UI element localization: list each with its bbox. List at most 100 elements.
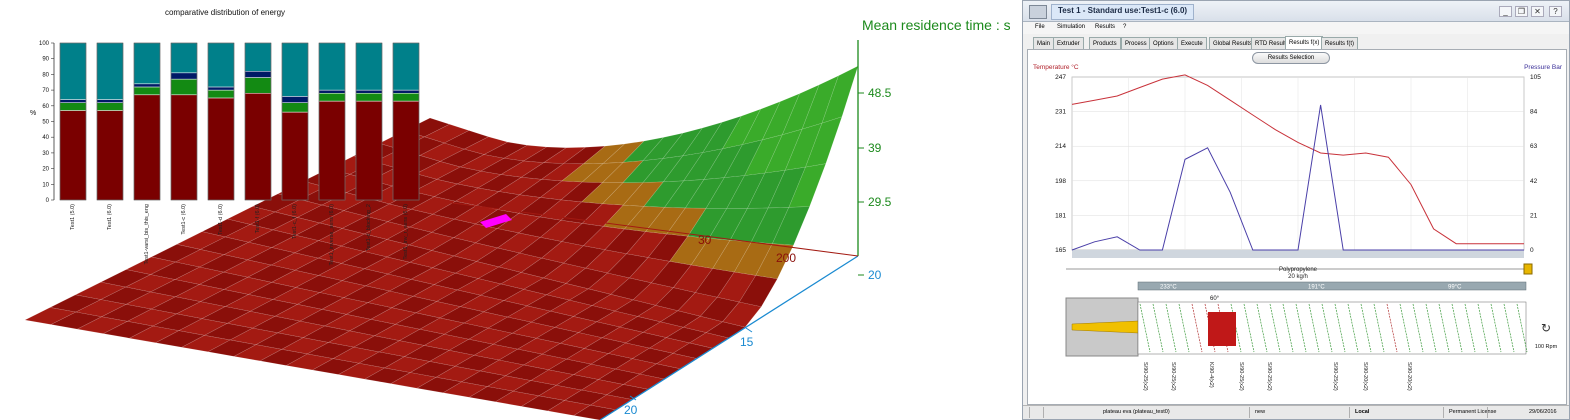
bar-segment [59, 42, 87, 100]
bar-y-tick-label: 20 [42, 167, 49, 173]
temperature-tick-label: 198 [1055, 178, 1066, 185]
menu-file[interactable]: File [1035, 24, 1045, 30]
tab-results-ft[interactable]: Results f(t) [1321, 37, 1359, 50]
results-panel: Results Selection Temperature °C Pressur… [1027, 49, 1567, 405]
bar-segment [355, 92, 383, 102]
tab-results-fx[interactable]: Results f(x) [1285, 36, 1324, 50]
screw-element-label: K/90-4(x2) [1208, 362, 1214, 388]
bar-segment [96, 110, 124, 201]
tab-products[interactable]: Products [1089, 37, 1121, 50]
window-title: Test 1 - Standard use:Test1-c (6.0) [1051, 4, 1195, 20]
bar-segment [392, 89, 420, 94]
screw-element-label: S/90-25(x2) [1170, 362, 1176, 391]
menu-simulation[interactable]: Simulation [1057, 24, 1086, 30]
close-icon[interactable]: ✕ [1531, 6, 1544, 17]
bar-segment [207, 89, 235, 99]
screw-body [1137, 301, 1527, 355]
screw-element-label: S/90-25(x2) [1142, 362, 1148, 391]
pressure-tick-label: 42 [1530, 178, 1538, 185]
bar-outline [59, 42, 87, 201]
screw-flight [1269, 303, 1281, 353]
status-bar: plateau eva (plateau_test0) new Local Pe… [1023, 405, 1569, 419]
surface-marker [480, 214, 512, 228]
bar-segment [207, 86, 235, 91]
bar-segment [96, 102, 124, 111]
bar-category-label: Test1_inv_r_sens (6.0) [403, 204, 409, 260]
bar-category-label: Test1-varsi_bis_this_eng [144, 204, 150, 265]
kneading-block [1208, 312, 1222, 346]
barrel-zones [1137, 281, 1527, 291]
y-tick-mark [629, 395, 637, 401]
bar-segment [318, 42, 346, 91]
screw-flight [1334, 303, 1346, 353]
screw-element-label: S/90-20(x2) [1362, 362, 1368, 391]
bar-segment [170, 78, 198, 96]
bar-outline [355, 42, 383, 201]
surface-title: Mean residence time : s=58 [862, 17, 1010, 33]
bar-segment [59, 99, 87, 103]
temperature-tick-label: 165 [1055, 247, 1066, 254]
screw-flight [1516, 303, 1528, 353]
residence-time-view: Mean residence time : s=58 48.5 39 29.5 20 3… [24, 8, 1010, 420]
screw-flight [1191, 303, 1203, 353]
bar-segment [244, 42, 272, 72]
screw-flight [1139, 303, 1151, 353]
x-tick-label: 200 [776, 251, 796, 265]
feed-marker [1523, 263, 1533, 275]
screw-flight [1256, 303, 1268, 353]
temperature-tick-label: 181 [1055, 212, 1066, 219]
help-icon[interactable]: ? [1549, 6, 1562, 17]
bar-outline [281, 42, 309, 201]
screw-flight [1503, 303, 1515, 353]
app-icon [1029, 5, 1047, 19]
z-tick-label: 20 [868, 268, 882, 282]
pressure-axis-label: Pressure Bar [1524, 64, 1563, 71]
bar-segment [59, 102, 87, 111]
bar-category-label: Test1 (6.0) [107, 204, 113, 230]
bar-outline [170, 42, 198, 201]
screw-flight [1360, 303, 1372, 353]
bar-segment [355, 100, 383, 201]
screw-flight [1490, 303, 1502, 353]
temperature-line [1071, 74, 1524, 245]
screw-flight [1412, 303, 1424, 353]
tab-execute[interactable]: Execute [1177, 37, 1207, 50]
bar-segment [281, 96, 309, 103]
bar-y-tick-label: 0 [46, 198, 50, 204]
results-selection-button[interactable]: Results Selection [1252, 52, 1330, 64]
screw-element-label: S/90-25(x2) [1266, 362, 1272, 391]
minimize-icon[interactable]: _ [1499, 6, 1512, 17]
x-tick-label: 30 [698, 233, 712, 247]
z-tick-label: 29.5 [868, 195, 892, 209]
bar-outline [96, 42, 124, 201]
status-state: new [1255, 409, 1266, 415]
screw-flight [1425, 303, 1437, 353]
bar-segment [96, 42, 124, 100]
bar-segment [244, 92, 272, 201]
temperature-tick-label: 247 [1055, 74, 1066, 81]
temperature-axis-label: Temperature °C [1033, 63, 1079, 71]
z-tick-label: 39 [868, 141, 882, 155]
screw-flight [1386, 303, 1398, 353]
bar-category-label: Test1-c_f (6.0) [292, 204, 298, 239]
screw-flight [1438, 303, 1450, 353]
bar-outline [318, 42, 346, 201]
screw-element-label: S/90-25(x2) [1332, 362, 1338, 391]
restore-icon[interactable]: ❐ [1515, 6, 1528, 17]
residence-time-surface: Mean residence time : s=58 48.5 39 29.5 20 3… [24, 17, 1010, 420]
tab-extruder[interactable]: Extruder [1053, 37, 1084, 50]
bar-segment [170, 72, 198, 80]
bar-chart-ylabel: % [30, 110, 36, 117]
position-strip [1072, 250, 1524, 258]
bar-segment [244, 71, 272, 78]
bar-segment [96, 99, 124, 103]
bar-outline [133, 42, 161, 201]
screw-flight [1321, 303, 1333, 353]
bar-segment [318, 92, 346, 102]
tab-bar: Main Extruder Products Process Options E… [1027, 36, 1567, 50]
menu-results[interactable]: Results [1095, 24, 1116, 30]
bar-y-tick-label: 100 [39, 41, 50, 47]
bar-segment [133, 94, 161, 201]
menu-help[interactable]: ? [1123, 24, 1127, 30]
temperature-tick-label: 214 [1055, 143, 1066, 150]
